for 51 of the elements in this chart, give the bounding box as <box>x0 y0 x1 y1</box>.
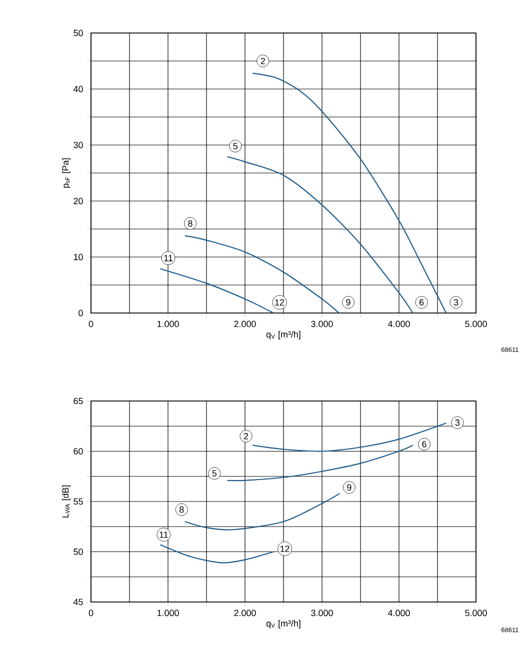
line-series <box>160 268 274 313</box>
line-series <box>184 492 340 530</box>
y-tick-label: 10 <box>74 254 83 260</box>
annotation: 9 <box>346 299 350 306</box>
x-tick-label: 2.000 <box>234 320 256 328</box>
y-tick-label: 20 <box>74 198 83 204</box>
x-tick-label: 0 <box>88 610 94 616</box>
annotation: 6 <box>422 441 426 448</box>
annotation: 5 <box>212 470 217 476</box>
line-series <box>226 156 414 313</box>
annotation: 5 <box>233 142 238 150</box>
x-tick-label: 3.000 <box>311 610 333 616</box>
annotation: 2 <box>244 433 248 440</box>
x-tick-label: 4.000 <box>388 320 410 328</box>
y-axis-title: L$_{WA}$ [dB] <box>62 485 70 518</box>
annotation: 11 <box>160 532 168 538</box>
annotation: 9 <box>347 484 352 491</box>
annotation: 8 <box>180 506 184 513</box>
x-axis-title: q$_{V}$ [m³/h] <box>266 620 300 628</box>
x-tick-label: 3.000 <box>311 320 333 328</box>
annotation: 3 <box>454 299 458 306</box>
annotation: 8 <box>188 220 192 227</box>
y-axis-title: p$_{sF}$ [Pa] <box>62 158 70 188</box>
annotation: 12 <box>280 546 290 552</box>
line-series <box>252 72 447 313</box>
annotation: 6 <box>420 299 424 306</box>
y-tick-label: 45 <box>73 598 83 606</box>
y-tick-label: 50 <box>74 548 83 555</box>
y-tick-label: 40 <box>73 86 83 92</box>
y-tick-label: 30 <box>74 142 83 148</box>
annotation: 12 <box>275 299 284 306</box>
x-tick-label: 0 <box>88 320 94 328</box>
y-tick-label: 60 <box>74 448 83 454</box>
y-tick-label: 55 <box>74 498 83 505</box>
x-tick-label: 1.000 <box>157 320 179 328</box>
y-tick-label: 0 <box>78 310 83 316</box>
y-tick-label: 65 <box>74 398 83 404</box>
x-tick-label: 4.000 <box>388 610 410 616</box>
x-tick-label: 5.000 <box>465 320 487 328</box>
line-series <box>252 422 447 452</box>
y-tick-label: 50 <box>74 30 83 36</box>
x-axis-title: q$_{V}$ [m³/h] <box>266 330 300 340</box>
line-series <box>184 235 340 313</box>
annotation: 11 <box>164 255 173 262</box>
x-tick-label: 5.000 <box>465 610 487 616</box>
line-series <box>160 544 274 564</box>
line-series <box>226 444 414 482</box>
annotation: 2 <box>260 58 265 64</box>
x-tick-label: 2.000 <box>234 610 256 616</box>
annotation: 3 <box>455 419 460 426</box>
x-tick-label: 1.000 <box>157 610 179 616</box>
